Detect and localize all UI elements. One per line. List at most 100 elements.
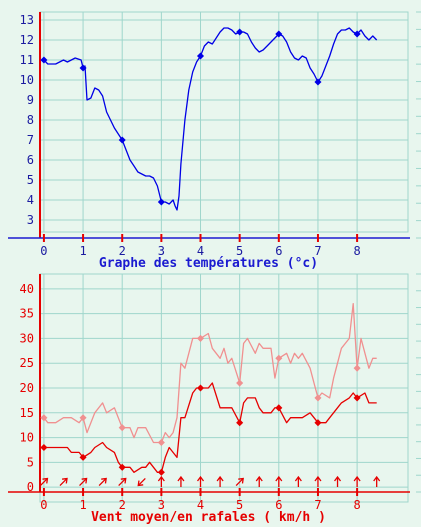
arrow-head xyxy=(101,477,107,484)
wind-direction-arrow-icon xyxy=(59,477,68,486)
arrow-head xyxy=(177,475,185,482)
data-point-marker xyxy=(314,419,322,427)
arrow-head xyxy=(294,475,302,482)
arrow-head xyxy=(157,475,165,482)
x-tick-label: 8 xyxy=(353,244,360,258)
data-point-marker xyxy=(275,404,283,412)
series-line-1 xyxy=(43,382,377,473)
x-tick-label: 1 xyxy=(79,244,86,258)
y-tick-label: 8 xyxy=(27,113,34,127)
data-point-marker xyxy=(118,136,126,144)
data-point-marker xyxy=(196,334,205,342)
arrow-head xyxy=(255,475,263,482)
data-point-marker xyxy=(79,64,87,72)
arrow-head xyxy=(196,475,205,482)
arrow-shaft xyxy=(98,478,106,486)
wind-direction-arrow-icon xyxy=(177,475,185,487)
wind-direction-arrow-icon xyxy=(39,477,49,486)
wind-direction-arrow-icon xyxy=(373,475,381,487)
data-point-marker xyxy=(79,414,87,422)
wind-direction-arrow-icon xyxy=(216,475,224,487)
y-tick-label: 40 xyxy=(20,282,34,296)
data-point-marker xyxy=(314,394,322,402)
data-point-marker xyxy=(353,394,361,402)
arrow-head xyxy=(373,475,381,482)
wind-direction-arrow-icon xyxy=(334,475,342,487)
y-tick-label: 10 xyxy=(20,431,34,445)
x-tick-label: 3 xyxy=(158,244,165,258)
data-point-marker xyxy=(236,379,244,387)
y-tick-label: 0 xyxy=(27,480,34,494)
wind-direction-arrow-icon xyxy=(79,477,88,486)
y-tick-label: 35 xyxy=(20,307,34,321)
y-tick-label: 30 xyxy=(20,331,34,345)
data-point-marker xyxy=(118,463,126,471)
wind-direction-arrow-icon xyxy=(157,475,165,487)
y-tick-label: 4 xyxy=(27,193,34,207)
data-point-marker xyxy=(353,364,361,372)
arrow-head xyxy=(137,480,144,487)
arrow-head xyxy=(42,477,49,484)
arrow-head xyxy=(120,477,127,484)
wind-direction-arrow-icon xyxy=(98,477,107,486)
arrow-head xyxy=(238,477,244,484)
arrow-head xyxy=(216,475,224,482)
wind-direction-arrow-icon xyxy=(275,475,283,487)
wind-direction-arrow-icon xyxy=(314,475,322,487)
data-point-marker xyxy=(275,354,283,362)
wind-direction-arrow-icon xyxy=(353,475,361,487)
wind-direction-arrow-icon xyxy=(137,478,146,487)
x-tick-label: 7 xyxy=(314,498,321,512)
data-point-marker xyxy=(157,438,165,447)
y-tick-label: 12 xyxy=(20,33,34,47)
arrow-shaft xyxy=(59,478,67,486)
data-point-marker xyxy=(118,424,126,432)
series-line-0 xyxy=(43,303,377,444)
x-tick-label: 0 xyxy=(40,244,47,258)
x-tick-label: 1 xyxy=(79,498,86,512)
data-point-marker xyxy=(196,384,205,392)
data-point-marker xyxy=(40,443,48,452)
data-point-marker xyxy=(157,468,165,476)
y-tick-label: 13 xyxy=(20,13,34,27)
y-tick-label: 9 xyxy=(27,93,34,107)
data-point-marker xyxy=(236,419,244,427)
data-point-marker xyxy=(196,52,205,60)
wind-direction-arrow-icon xyxy=(235,477,244,486)
y-tick-label: 20 xyxy=(20,381,34,395)
x-tick-label: 4 xyxy=(197,498,204,512)
data-point-marker xyxy=(275,30,283,38)
data-point-marker xyxy=(157,198,165,206)
data-point-marker xyxy=(40,414,48,422)
x-tick-label: 3 xyxy=(158,498,165,512)
x-tick-label: 7 xyxy=(314,244,321,258)
arrow-shaft xyxy=(79,478,87,486)
series-line-0 xyxy=(43,27,378,211)
x-tick-label: 4 xyxy=(197,244,204,258)
y-tick-label: 5 xyxy=(27,173,34,187)
arrow-shaft xyxy=(235,478,243,486)
arrow-head xyxy=(81,477,88,484)
y-tick-label: 25 xyxy=(20,356,34,370)
arrow-shaft xyxy=(138,478,146,486)
arrow-shaft xyxy=(118,478,126,486)
data-point-marker xyxy=(314,78,322,86)
arrow-shaft xyxy=(39,478,48,486)
arrow-head xyxy=(334,475,342,482)
wind-direction-arrow-icon xyxy=(294,475,302,487)
x-tick-label: 6 xyxy=(275,244,282,258)
y-tick-label: 6 xyxy=(27,153,34,167)
x-tick-label: 2 xyxy=(119,244,126,258)
y-tick-label: 11 xyxy=(20,53,34,67)
data-point-marker xyxy=(353,30,361,38)
wind-direction-arrow-icon xyxy=(118,477,127,486)
y-tick-label: 10 xyxy=(20,73,34,87)
y-tick-label: 7 xyxy=(27,133,34,147)
arrow-head xyxy=(275,475,283,482)
y-tick-label: 3 xyxy=(27,213,34,227)
arrow-head xyxy=(61,477,68,484)
x-axis-label: Vent moyen/en rafales ( km/h ) xyxy=(91,510,326,525)
arrow-head xyxy=(353,475,361,482)
x-axis-label: Graphe des températures (°c) xyxy=(99,256,318,270)
